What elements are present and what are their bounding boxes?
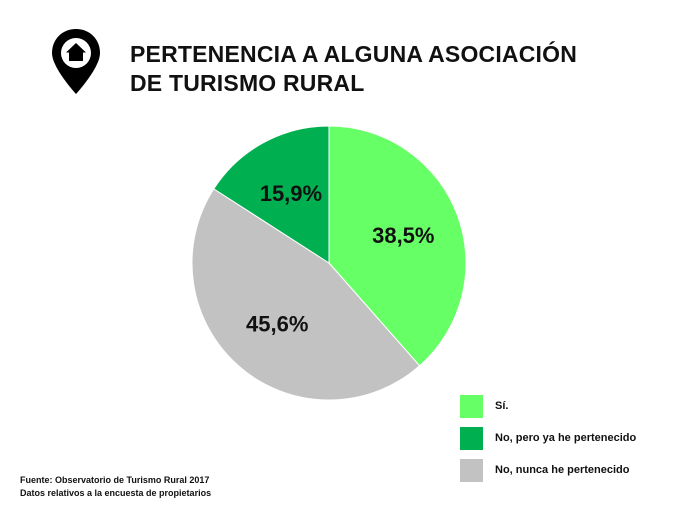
pie-label-1: 45,6%	[246, 311, 308, 336]
legend-item-si: Sí.	[460, 394, 636, 418]
chart-title-line-2: DE TURISMO RURAL	[130, 70, 365, 96]
source-line-2: Datos relativos a la encuesta de propiet…	[20, 488, 212, 498]
legend-item-no-nunca: No, nunca he pertenecido	[460, 458, 636, 482]
chart-title-line-1: PERTENENCIA A ALGUNA ASOCIACIÓN	[130, 41, 578, 67]
source-line-1: Fuente: Observatorio de Turismo Rural 20…	[20, 475, 210, 485]
legend-item-no-pero-ya: No, pero ya he pertenecido	[460, 426, 636, 450]
chart-title: PERTENENCIA A ALGUNA ASOCIACIÓN DE TURIS…	[130, 40, 650, 98]
legend-label-no-pero-ya: No, pero ya he pertenecido	[495, 432, 637, 444]
home-location-pin-icon	[52, 29, 100, 94]
chart-legend: Sí. No, pero ya he pertenecido No, nunca…	[460, 394, 636, 490]
pie-slice-2	[213, 125, 330, 264]
pie-slice-1	[191, 188, 421, 401]
pie-label-2: 15,9%	[260, 181, 322, 206]
pie-label-0: 38,5%	[372, 223, 434, 248]
legend-swatch-si	[460, 394, 483, 418]
source-note: Fuente: Observatorio de Turismo Rural 20…	[20, 474, 211, 500]
legend-swatch-no-nunca	[460, 458, 483, 482]
legend-swatch-no-pero-ya	[460, 426, 483, 450]
legend-label-si: Sí.	[495, 400, 509, 412]
legend-label-no-nunca: No, nunca he pertenecido	[495, 464, 630, 476]
pie-slice-0	[328, 125, 467, 367]
